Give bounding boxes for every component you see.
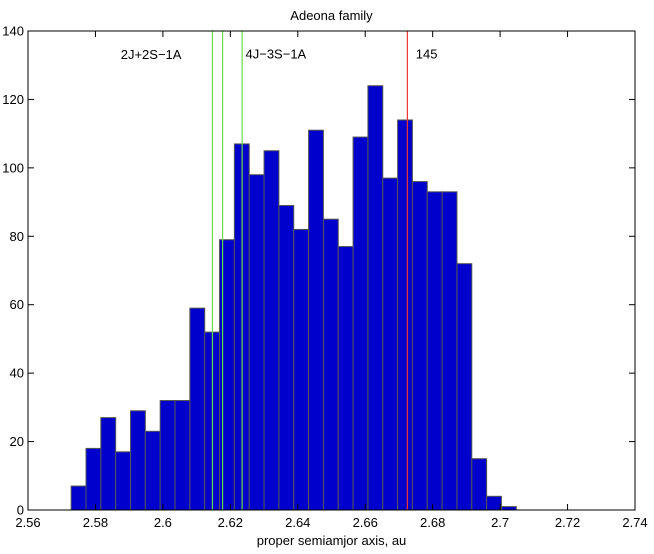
histogram-bar: [441, 191, 458, 511]
x-tick-label: 2.58: [83, 515, 108, 530]
x-tick-label: 2.64: [285, 515, 310, 530]
histogram-bar: [382, 177, 399, 511]
histogram-bar: [308, 129, 324, 511]
histogram-bar: [189, 307, 206, 511]
histogram-bar: [100, 417, 117, 511]
histogram-bar: [248, 174, 265, 511]
histogram-bar: [159, 400, 176, 511]
histogram-bar: [500, 506, 517, 511]
x-tick-label: 2.72: [555, 515, 580, 530]
y-tick-label: 0: [17, 503, 24, 518]
histogram-bar: [411, 181, 428, 511]
x-axis-title: proper semiamjor axis, au: [257, 533, 407, 548]
x-tick-label: 2.7: [491, 515, 509, 530]
histogram-bar: [130, 410, 146, 511]
histogram-bar: [337, 246, 354, 511]
y-tick-label: 20: [10, 434, 24, 449]
annotations: 2J+2S−1A 4J−3S−1A 145: [121, 46, 438, 62]
annotation-label: 4J−3S−1A: [246, 46, 307, 61]
reference-lines: [211, 31, 408, 510]
histogram-bar: [115, 451, 132, 511]
annotation-label: 145: [416, 46, 438, 61]
y-tick-label: 100: [2, 160, 24, 175]
chart-title: Adeona family: [290, 8, 373, 23]
histogram-bar: [144, 430, 161, 511]
histogram-bar: [219, 239, 235, 511]
histogram-bar: [397, 119, 413, 511]
histogram-bar: [367, 85, 384, 511]
annotation-label: 2J+2S−1A: [121, 47, 182, 62]
x-tick-label: 2.6: [154, 515, 172, 530]
plot-frame: [27, 30, 636, 511]
x-tick-label: 2.56: [15, 515, 40, 530]
x-tick-label: 2.74: [622, 515, 647, 530]
x-tick-label: 2.66: [353, 515, 378, 530]
histogram-bar: [322, 218, 339, 511]
histogram-bar: [426, 191, 443, 511]
histogram-bar: [486, 495, 502, 511]
y-tick-label: 60: [10, 297, 24, 312]
y-tick-label: 40: [10, 366, 24, 381]
histogram-bars: [70, 85, 517, 511]
histogram-bar: [278, 204, 295, 511]
histogram-bar: [85, 447, 102, 511]
y-tick-label: 140: [2, 24, 24, 39]
y-tick-label: 120: [2, 92, 24, 107]
histogram-bar: [70, 485, 87, 511]
x-tick-label: 2.68: [420, 515, 445, 530]
tick-labels: 2.56 2.58 2.6 2.62 2.64 2.66 2.68 2.7 2.72 2.74 0 2…: [2, 24, 647, 531]
histogram-bar: [471, 458, 488, 511]
histogram-bar: [352, 136, 369, 511]
histogram-bar: [263, 150, 280, 511]
histogram-bar: [174, 400, 191, 511]
histogram-bar: [456, 263, 473, 511]
y-tick-label: 80: [10, 229, 24, 244]
x-tick-label: 2.62: [218, 515, 243, 530]
histogram-bar: [293, 228, 310, 511]
